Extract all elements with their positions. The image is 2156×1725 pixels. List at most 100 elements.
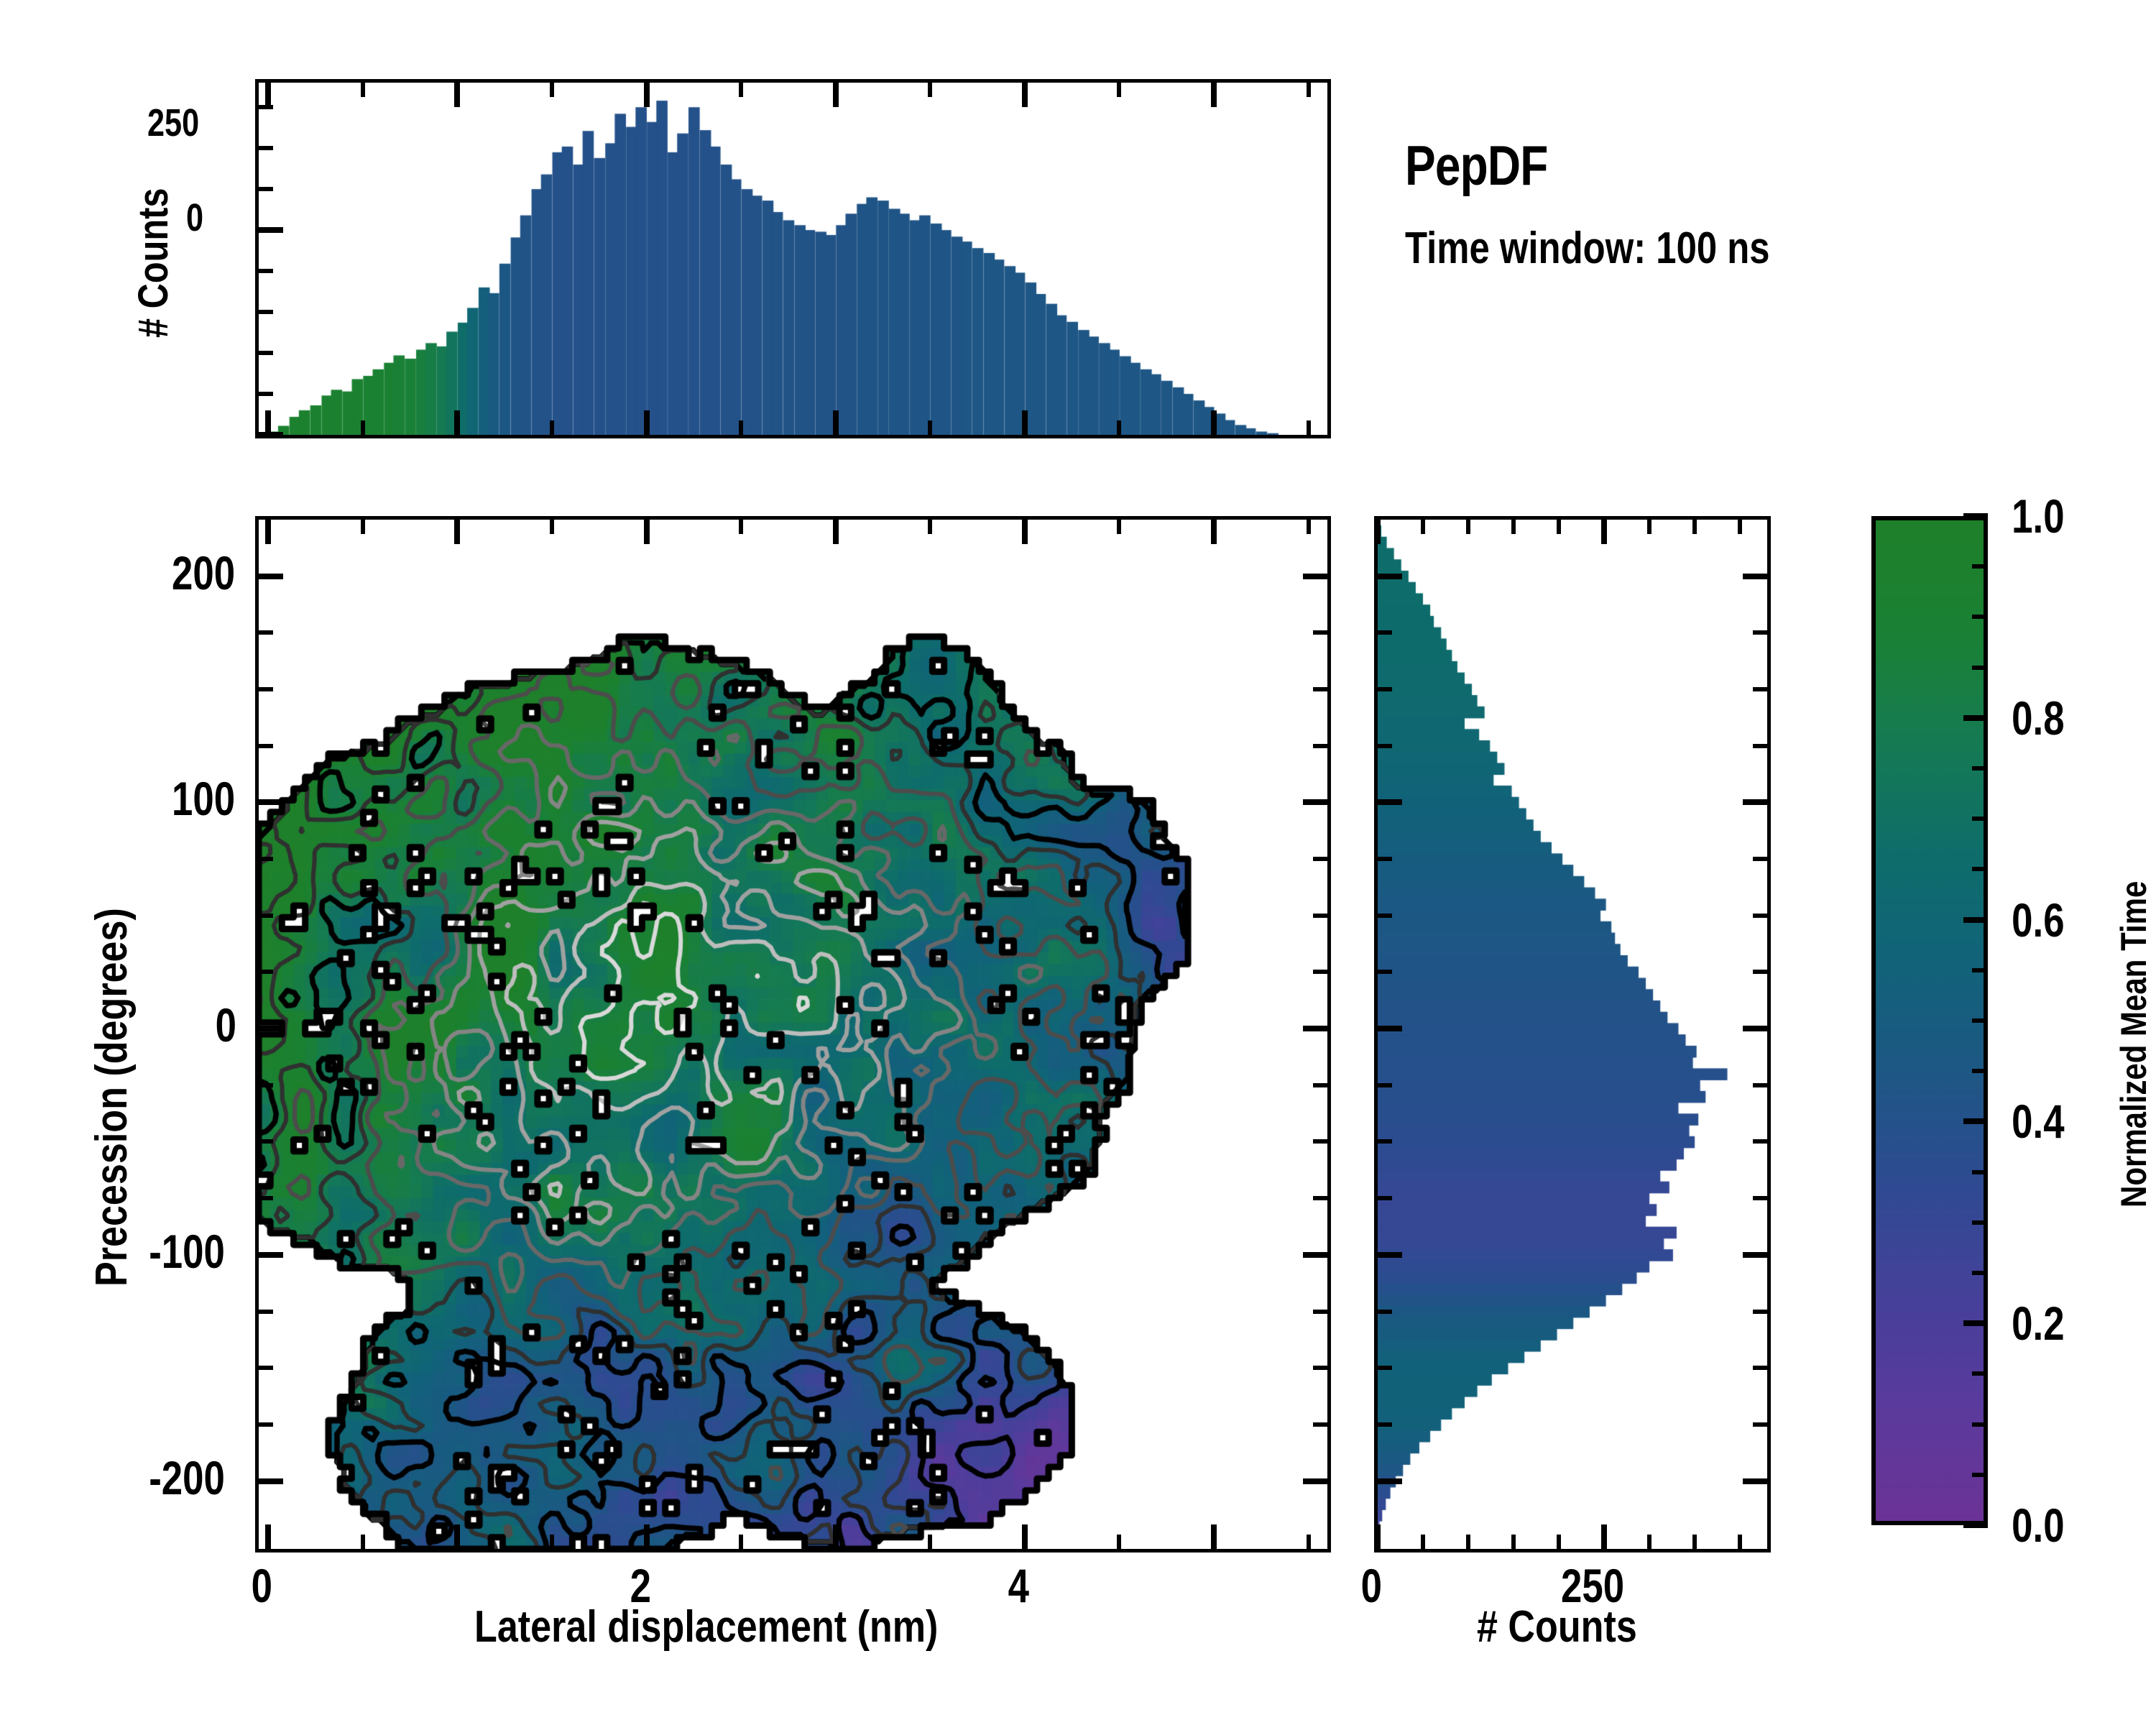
axis-tick bbox=[1306, 83, 1311, 97]
axis-tick bbox=[259, 1026, 283, 1032]
axis-tick bbox=[1421, 520, 1426, 534]
axis-tick bbox=[454, 83, 461, 107]
colorbar-tick bbox=[1972, 1422, 1988, 1427]
axis-tick bbox=[1306, 520, 1311, 534]
axis-tick bbox=[1753, 743, 1767, 748]
main-xtick-label-0: 0 bbox=[251, 1559, 273, 1612]
axis-tick bbox=[1466, 520, 1471, 534]
axis-tick bbox=[1211, 83, 1217, 107]
axis-tick bbox=[259, 1478, 283, 1484]
axis-tick bbox=[454, 410, 461, 435]
colorbar-tick bbox=[1972, 967, 1988, 972]
axis-tick bbox=[1378, 1196, 1392, 1201]
axis-tick bbox=[1378, 1251, 1402, 1258]
axis-tick bbox=[1021, 520, 1028, 544]
axis-tick bbox=[1313, 913, 1327, 918]
axis-tick bbox=[259, 351, 273, 356]
axis-tick bbox=[1313, 630, 1327, 635]
top-histogram-ylabel: # Counts bbox=[130, 188, 177, 338]
axis-tick bbox=[1753, 630, 1767, 635]
axis-tick bbox=[265, 83, 272, 107]
axis-tick bbox=[1303, 573, 1327, 579]
axis-tick bbox=[259, 1251, 283, 1258]
axis-tick bbox=[259, 1309, 273, 1314]
colorbar-tick bbox=[1972, 816, 1988, 822]
axis-tick bbox=[1753, 1309, 1767, 1314]
axis-tick bbox=[1378, 630, 1392, 635]
axis-tick bbox=[1313, 857, 1327, 862]
axis-tick bbox=[259, 392, 273, 397]
axis-tick bbox=[643, 1524, 650, 1549]
axis-tick bbox=[1211, 410, 1217, 435]
axis-tick bbox=[549, 520, 554, 534]
time-window-subtitle: Time window: 100 ns bbox=[1405, 224, 1770, 273]
axis-tick bbox=[360, 520, 365, 534]
axis-tick bbox=[1313, 970, 1327, 975]
axis-tick bbox=[1375, 520, 1381, 544]
axis-tick bbox=[1378, 687, 1392, 692]
axis-tick bbox=[1753, 1366, 1767, 1371]
colorbar-tick bbox=[1963, 916, 1988, 923]
axis-tick bbox=[832, 1524, 839, 1549]
top-histogram-canvas bbox=[259, 83, 1327, 435]
axis-tick bbox=[259, 1422, 273, 1427]
axis-tick bbox=[1378, 1139, 1392, 1144]
axis-tick bbox=[1753, 687, 1767, 692]
axis-tick bbox=[1313, 1309, 1327, 1314]
axis-tick bbox=[259, 1139, 273, 1144]
axis-tick bbox=[1753, 1422, 1767, 1427]
axis-tick bbox=[739, 83, 744, 97]
axis-tick bbox=[1117, 420, 1122, 435]
top-histogram-panel bbox=[255, 79, 1331, 438]
axis-tick bbox=[1753, 970, 1767, 975]
axis-tick bbox=[1753, 857, 1767, 862]
axis-tick bbox=[259, 146, 273, 151]
axis-tick bbox=[1313, 1366, 1327, 1371]
colorbar-tick-label-5: 1.0 bbox=[2012, 489, 2065, 543]
top-ytick-label-0: 0 bbox=[186, 196, 204, 239]
colorbar-tick bbox=[1972, 665, 1988, 670]
colorbar-gradient bbox=[1876, 520, 1984, 1521]
main-heatmap-panel bbox=[255, 516, 1331, 1552]
axis-tick bbox=[1378, 857, 1392, 862]
colorbar-tick bbox=[1972, 1018, 1988, 1023]
axis-tick bbox=[1211, 520, 1217, 544]
colorbar-tick-label-1: 0.2 bbox=[2012, 1297, 2065, 1351]
axis-tick bbox=[643, 83, 650, 107]
axis-tick bbox=[1647, 520, 1652, 534]
axis-tick bbox=[1743, 799, 1767, 806]
axis-tick bbox=[259, 970, 273, 975]
axis-tick bbox=[1306, 420, 1311, 435]
axis-tick bbox=[259, 799, 283, 806]
colorbar bbox=[1871, 513, 1988, 1528]
axis-tick bbox=[1378, 970, 1392, 975]
axis-tick bbox=[1421, 1535, 1426, 1549]
right-xtick-label-1: 250 bbox=[1561, 1559, 1625, 1612]
axis-tick bbox=[1303, 1478, 1327, 1484]
colorbar-tick bbox=[1972, 1271, 1988, 1275]
axis-tick bbox=[1313, 1422, 1327, 1427]
colorbar-tick bbox=[1963, 1118, 1988, 1125]
axis-tick bbox=[1511, 520, 1516, 534]
axis-tick bbox=[259, 1366, 273, 1371]
colorbar-tick-label-3: 0.6 bbox=[2012, 893, 2065, 947]
right-histogram-panel bbox=[1374, 516, 1771, 1552]
axis-tick bbox=[643, 410, 650, 435]
axis-tick bbox=[928, 520, 933, 534]
axis-tick bbox=[1378, 1309, 1392, 1314]
axis-tick bbox=[1692, 1535, 1697, 1549]
axis-tick bbox=[259, 187, 273, 192]
axis-tick bbox=[1743, 573, 1767, 579]
axis-tick bbox=[832, 410, 839, 435]
axis-tick bbox=[454, 520, 461, 544]
main-ytick-label-1: 100 bbox=[172, 772, 236, 826]
axis-tick bbox=[1743, 1026, 1767, 1032]
axis-tick bbox=[832, 83, 839, 107]
colorbar-tick bbox=[1963, 714, 1988, 721]
colorbar-tick bbox=[1972, 1069, 1988, 1074]
axis-tick bbox=[1753, 1139, 1767, 1144]
axis-tick bbox=[1313, 743, 1327, 748]
axis-tick bbox=[1375, 1524, 1381, 1549]
axis-tick bbox=[1378, 573, 1402, 579]
axis-tick bbox=[259, 1082, 273, 1087]
